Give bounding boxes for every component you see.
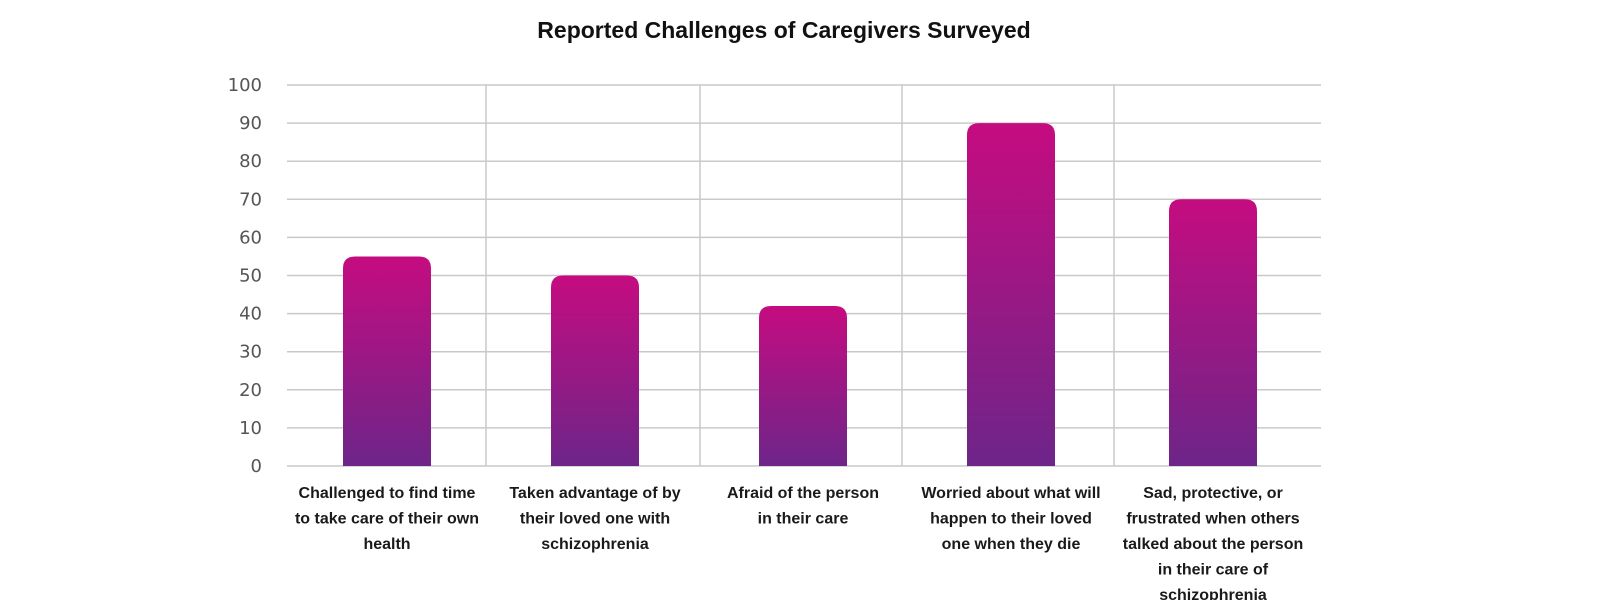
y-tick-label: 50 [239,266,262,287]
x-category-label: Worried about what will happen to their l… [921,485,1100,553]
y-axis-ticks: 0 10 20 30 40 50 60 70 80 90 100 [228,75,262,477]
y-tick-label: 40 [239,304,262,325]
y-tick-label: 60 [239,227,262,248]
x-category-label-line: one when they die [942,536,1081,553]
x-category-label: Taken advantage of by their loved one wit… [509,485,680,553]
x-category-label: Sad, protective, or frustrated when other… [1123,485,1303,600]
x-category-label-line: schizophrenia [1159,587,1267,600]
x-category-label-line: Afraid of the person [727,485,879,502]
x-category-label-line: frustrated when others [1126,511,1299,528]
y-tick-label: 90 [239,113,262,134]
chart-title: Reported Challenges of Caregivers Survey… [537,17,1030,43]
x-category-label-line: in their care [758,511,849,528]
x-category-label-line: Taken advantage of by [509,485,680,502]
bars [343,123,1257,467]
y-tick-label: 30 [239,342,262,363]
x-axis-labels: Challenged to find time to take care of t… [295,485,1303,600]
y-tick-label: 20 [239,380,262,401]
x-category-label-line: talked about the person [1123,536,1303,553]
y-tick-label: 10 [239,418,262,439]
y-tick-label: 0 [251,456,262,477]
y-tick-label: 80 [239,151,262,172]
x-category-label: Challenged to find time to take care of t… [295,485,479,553]
x-category-label-line: Worried about what will [921,485,1100,502]
bar [1169,199,1257,467]
x-category-label-line: health [363,536,410,553]
bar [551,275,639,466]
x-category-label-line: in their care of [1158,562,1269,579]
bar [343,256,431,466]
x-category-label-line: to take care of their own [295,511,479,528]
x-category-label-line: Sad, protective, or [1143,485,1283,502]
bar [759,305,847,466]
x-category-label-line: happen to their loved [930,511,1092,528]
x-category-label-line: Challenged to find time [299,485,476,502]
x-category-label-line: their loved one with [520,511,670,528]
bar [967,123,1055,466]
x-category-label-line: schizophrenia [541,536,649,553]
y-tick-label: 70 [239,189,262,210]
x-category-label: Afraid of the person in their care [727,485,879,528]
y-tick-label: 100 [228,75,262,96]
